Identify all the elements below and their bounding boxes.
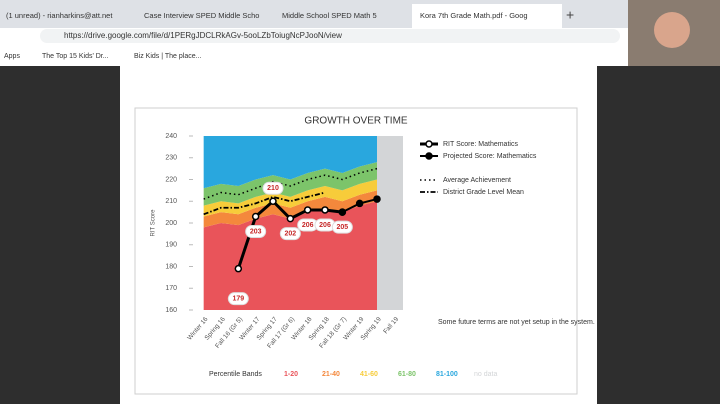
y-tick-label: 220 (165, 176, 177, 183)
band-legend: 21-40 (322, 371, 340, 378)
series-line (203, 191, 326, 216)
point (286, 214, 295, 223)
band-legend: 41-60 (360, 371, 378, 378)
y-axis-label: RIT Score (151, 209, 157, 237)
data-label: 179 (232, 296, 244, 303)
webcam-face (654, 12, 690, 48)
address-bar[interactable] (40, 29, 620, 43)
legend-label: Average Achievement (443, 177, 511, 184)
bookmark[interactable]: Biz Kids | The place... (134, 53, 201, 60)
legend-label: Projected Score: Mathematics (443, 153, 537, 160)
data-label: 202 (284, 230, 296, 237)
note: Some future terms are not yet setup in t… (438, 319, 595, 326)
tab-title[interactable]: Case Interview SPED Middle Scho (144, 11, 259, 20)
y-tick-label: 170 (165, 285, 177, 292)
data-label-bg (331, 220, 353, 234)
y-tick-label: 230 (165, 155, 177, 162)
legend-label: RIT Score: Mathematics (443, 141, 518, 148)
y-tick-label: 180 (165, 263, 177, 270)
new-tab[interactable]: + (566, 7, 574, 23)
percentile-band (203, 179, 377, 217)
data-label: 206 (302, 222, 314, 229)
tab-title[interactable]: Kora 7th Grade Math.pdf - Goog (420, 11, 528, 20)
point (373, 195, 381, 203)
point (321, 206, 329, 214)
url[interactable]: https://drive.google.com/file/d/1PERgJDC… (64, 31, 342, 40)
band-legend: 61-80 (398, 371, 416, 378)
percentile-band (203, 136, 377, 189)
y-tick-label: 200 (165, 220, 177, 227)
chart-frame (134, 107, 578, 395)
data-label-bg (262, 181, 284, 195)
band-legend: 1-20 (284, 371, 298, 378)
series-line (203, 167, 378, 200)
band-legend: 81-100 (436, 371, 458, 378)
tab-title[interactable]: (1 unread) - rianharkins@att.net (6, 11, 113, 20)
point (234, 264, 243, 273)
data-label-bg (279, 227, 301, 241)
y-tick-label: 190 (165, 242, 177, 249)
bookmark[interactable]: The Top 15 Kids' Dr... (42, 53, 109, 60)
percentile-band (203, 162, 377, 206)
legend-dot (425, 140, 433, 148)
bands-title: Percentile Bands (209, 371, 262, 378)
y-tick-label: 160 (165, 307, 177, 314)
point (251, 212, 260, 221)
data-label-bg (245, 224, 267, 238)
tab-title[interactable]: Middle School SPED Math 5 (282, 11, 377, 20)
data-label-bg (227, 292, 249, 306)
percentile-band (203, 190, 377, 228)
bookmark[interactable]: Apps (4, 53, 20, 60)
point (338, 208, 347, 216)
data-label: 206 (319, 222, 331, 229)
active-tab[interactable] (412, 4, 562, 30)
point (355, 199, 364, 208)
point (269, 197, 277, 205)
data-label: 203 (250, 228, 262, 235)
y-tick-label: 240 (165, 133, 177, 140)
no-data-region (377, 136, 403, 310)
chart-title: GROWTH OVER TIME (304, 116, 407, 127)
data-label: 210 (267, 185, 279, 192)
band-legend: no data (474, 371, 497, 378)
legend-label: District Grade Level Mean (443, 189, 524, 196)
point (303, 206, 312, 214)
data-label: 205 (336, 224, 348, 231)
y-tick-label: 210 (165, 198, 177, 205)
legend-dot (425, 152, 433, 160)
